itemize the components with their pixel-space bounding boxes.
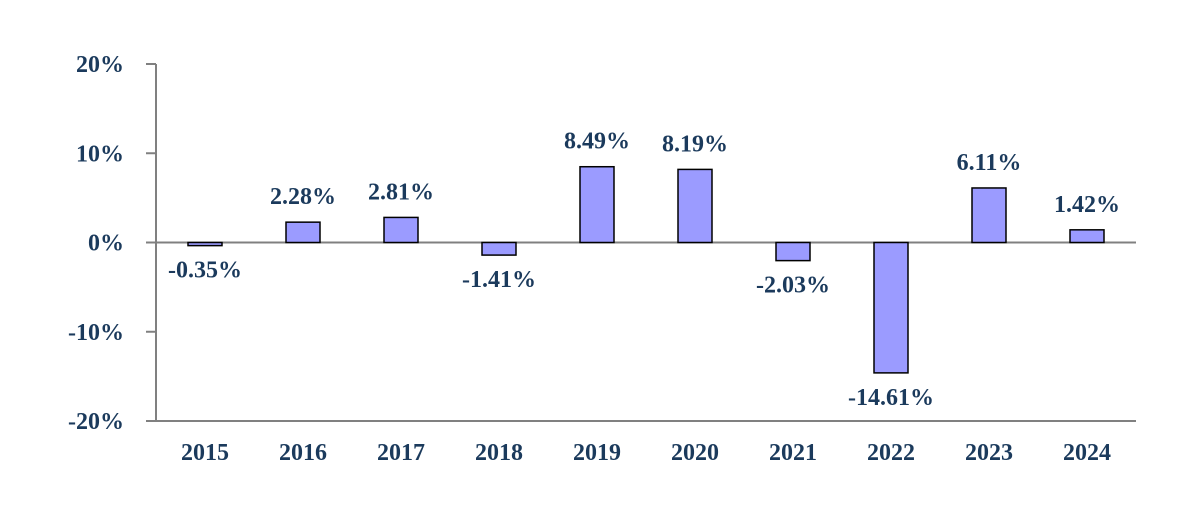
y-tick-label: -10% [68, 320, 124, 346]
bar-2020 [677, 168, 713, 244]
data-label-2024: 1.42% [1054, 192, 1120, 218]
bars [187, 165, 1105, 374]
bar-2022 [873, 241, 909, 374]
data-label-2020: 8.19% [662, 131, 728, 157]
x-tick-label-2020: 2020 [671, 440, 719, 466]
y-tick-label: -20% [68, 409, 124, 435]
data-label-2016: 2.28% [270, 184, 336, 210]
data-label-2021: -2.03% [756, 273, 830, 299]
data-label-2023: 6.11% [957, 150, 1022, 176]
x-tick-label-2018: 2018 [475, 440, 523, 466]
x-tick-label-2017: 2017 [377, 440, 425, 466]
y-tick-label: 20% [76, 52, 124, 78]
data-label-2019: 8.49% [564, 129, 630, 155]
bar-2023 [971, 187, 1007, 244]
data-label-2022: -14.61% [848, 385, 934, 411]
y-tick-label: 0% [88, 231, 124, 257]
bar-2017 [383, 216, 419, 244]
x-tick-label-2021: 2021 [769, 440, 817, 466]
bar-2015 [187, 241, 223, 247]
data-label-2018: -1.41% [462, 267, 536, 293]
y-axis-ticks: 20% 10% 0% -10% -20% [68, 52, 156, 435]
bar-2016 [285, 221, 321, 244]
data-labels: -0.35% 2.28% 2.81% -1.41% 8.49% 8.19% -2.03% -1… [168, 129, 1120, 411]
bar-2019 [579, 165, 615, 244]
x-tick-label-2024: 2024 [1063, 440, 1111, 466]
x-tick-label-2019: 2019 [573, 440, 621, 466]
bar-2021 [775, 241, 811, 262]
data-label-2015: -0.35% [168, 258, 242, 284]
x-tick-label-2015: 2015 [181, 440, 229, 466]
data-label-2017: 2.81% [368, 179, 434, 205]
x-tick-label-2016: 2016 [279, 440, 327, 466]
bar-2024 [1069, 229, 1105, 244]
x-axis-labels: 2015 2016 2017 2018 2019 2020 2021 2022 2023 2024 [181, 440, 1111, 466]
bar-2018 [481, 241, 517, 256]
y-tick-label: 10% [76, 141, 124, 167]
x-tick-label-2022: 2022 [867, 440, 915, 466]
x-tick-label-2023: 2023 [965, 440, 1013, 466]
